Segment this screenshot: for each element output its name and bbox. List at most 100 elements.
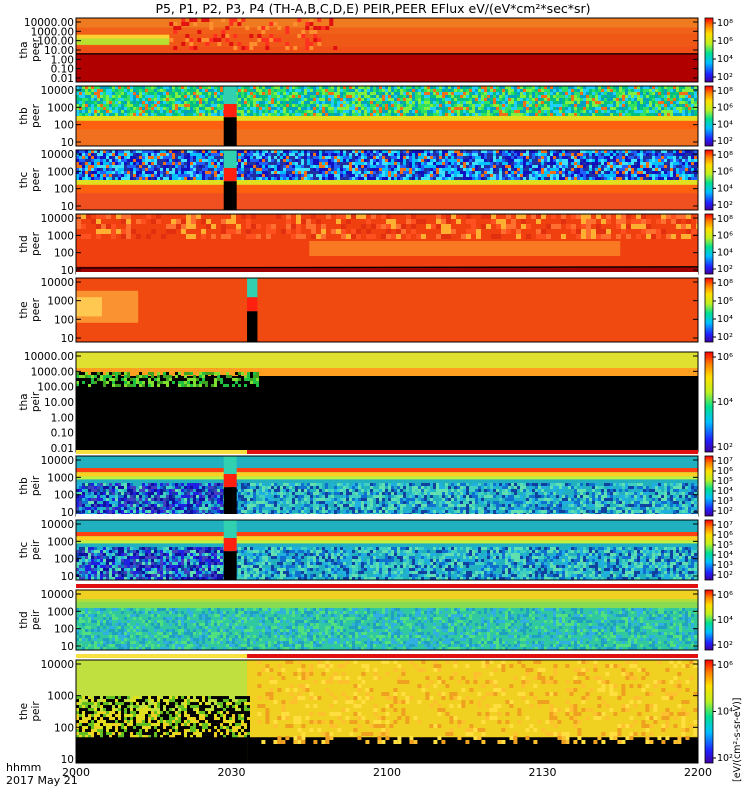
- colorbar-tick-label: 10²: [717, 753, 733, 764]
- y-tick-label: 10: [61, 265, 74, 277]
- colorbar-tick-label: 10⁴: [717, 707, 733, 718]
- panel-probe-label: thc: [18, 542, 30, 559]
- colorbar-tick-label: 10⁶: [717, 167, 733, 178]
- y-tick-label: 100: [54, 554, 74, 566]
- colorbar-tick-label: 10⁶: [717, 352, 733, 363]
- panels: 10000.001000.00100.0010.001.000.100.01th…: [18, 17, 733, 766]
- figure-title: P5, P1, P2, P3, P4 (TH-A,B,C,D,E) PEIR,P…: [155, 1, 590, 16]
- y-tick-label: 100: [54, 120, 74, 132]
- spectrogram-panel: 10000 1000 100 10 the peer 10⁸ 10⁶ 10⁴ 10²: [18, 272, 733, 345]
- y-tick-label: 10000.00: [24, 351, 74, 363]
- colorbar: [704, 455, 714, 517]
- colorbar-tick-label: 10⁴: [717, 119, 733, 130]
- spectrogram-panel: 10000 1000 100 10 thd peir 10⁶ 10⁴ 10²: [18, 584, 733, 653]
- y-tick-label: 100: [54, 624, 74, 636]
- y-tick-label: 100: [54, 184, 74, 196]
- colorbar-tick-label: 10⁶: [717, 36, 733, 47]
- y-tick-label: 100: [54, 722, 74, 734]
- panel-species-label: peir: [30, 391, 42, 412]
- y-tick-label: 10: [61, 507, 74, 519]
- colorbar-tick-label: 10²: [717, 332, 733, 343]
- colorbar-tick-label: 10⁷: [717, 520, 733, 531]
- colorbar-tick-label: 10³: [717, 560, 733, 571]
- panel-probe-label: the: [18, 301, 30, 318]
- y-tick-label: 1000: [47, 691, 74, 703]
- y-tick-label: 10: [61, 641, 74, 653]
- panel-probe-label: tha: [18, 393, 30, 410]
- y-tick-label: 10000.00: [24, 17, 74, 29]
- spectrogram-panel: 10000.00 1000.00 100.00 10.00 1.00 0.10 0.01 th…: [18, 346, 733, 455]
- colorbar-tick-label: 10⁶: [717, 231, 733, 242]
- colorbar-tick-label: 10⁴: [717, 54, 733, 65]
- y-tick-label: 0.01: [51, 443, 74, 455]
- colorbar-tick-label: 10²: [717, 200, 733, 211]
- y-tick-label: 10: [61, 137, 74, 149]
- y-tick-label: 1000: [47, 536, 74, 548]
- y-tick-label: 100.00: [37, 36, 74, 48]
- colorbar-tick-label: 10⁴: [717, 486, 733, 497]
- colorbar-tick-label: 10³: [717, 496, 733, 507]
- y-tick-label: 100: [54, 248, 74, 260]
- panel-probe-label: thd: [18, 611, 30, 628]
- panel-species-label: peer: [30, 103, 42, 128]
- y-tick-label: 10000: [41, 659, 74, 671]
- colorbar: [704, 213, 714, 275]
- y-tick-label: 10000: [41, 213, 74, 225]
- colorbar-tick-label: 10⁸: [717, 214, 733, 225]
- y-tick-label: 0.01: [51, 73, 74, 85]
- panel-probe-label: thb: [18, 477, 30, 495]
- colorbar-tick-label: 10²: [717, 506, 733, 517]
- colorbar-tick-label: 10⁸: [717, 18, 733, 29]
- x-tick-label: 2130: [529, 766, 557, 779]
- y-tick-label: 100: [54, 490, 74, 502]
- spectrogram-panel: 10000 1000 100 10 the peir 10⁶ 10⁴ 10²: [18, 654, 733, 766]
- y-tick-label: 1000.00: [31, 366, 74, 378]
- panel-probe-label: thb: [18, 107, 30, 125]
- x-tick-label: 2200: [684, 766, 712, 779]
- spectrogram-panel: 10000 1000 100 10 thc peer 10⁸ 10⁶ 10⁴ 10²: [18, 149, 733, 213]
- colorbar-tick-label: 10⁶: [717, 296, 733, 307]
- y-tick-label: 100: [54, 314, 74, 326]
- colorbar-tick-label: 10⁴: [717, 550, 733, 561]
- panel-species-label: peir: [30, 475, 42, 496]
- colorbar-tick-label: 10⁵: [717, 476, 733, 487]
- y-tick-label: 1000: [47, 296, 74, 308]
- y-tick-label: 10.00: [44, 397, 74, 409]
- y-tick-label: 0.10: [51, 64, 74, 76]
- colorbar-tick-label: 10⁶: [717, 590, 733, 601]
- panel-species-label: peer: [30, 37, 42, 62]
- x-tick-label: 2100: [373, 766, 401, 779]
- y-tick-label: 10: [61, 201, 74, 213]
- colorbar-tick-label: 10⁶: [717, 103, 733, 114]
- y-tick-label: 1000: [47, 606, 74, 618]
- spectrogram-panel: 10000 1000 100 10 thd peer 10⁸ 10⁶ 10⁴ 10²: [18, 213, 733, 277]
- colorbar-tick-label: 10²: [717, 570, 733, 581]
- panel-species-label: peer: [30, 297, 42, 322]
- colorbar-tick-label: 10⁷: [717, 456, 733, 467]
- y-tick-label: 10.00: [44, 45, 74, 57]
- colorbar: [704, 277, 714, 343]
- panel-species-label: peir: [30, 539, 42, 560]
- panel-probe-label: tha: [18, 41, 30, 58]
- panel-species-label: peir: [30, 701, 42, 722]
- colorbar: [704, 519, 714, 581]
- colorbar-tick-label: 10⁶: [717, 466, 733, 477]
- y-tick-label: 10000: [41, 85, 74, 97]
- y-tick-label: 10: [61, 571, 74, 583]
- y-tick-label: 10: [61, 754, 74, 766]
- colorbar-tick-label: 10⁶: [717, 660, 733, 671]
- time-axis: 2000 2030 2100 2130 2200: [62, 758, 712, 779]
- colorbar-tick-label: 10²: [717, 264, 733, 275]
- panel-probe-label: thc: [18, 172, 30, 189]
- colorbar: [704, 351, 714, 453]
- colorbar-tick-label: 10²: [717, 72, 733, 83]
- y-tick-label: 1000: [47, 166, 74, 178]
- colorbar-tick-label: 10⁵: [717, 540, 733, 551]
- y-tick-label: 10000: [41, 149, 74, 161]
- panel-species-label: peir: [30, 609, 42, 630]
- y-tick-label: 1.00: [51, 54, 74, 66]
- y-tick-label: 100.00: [37, 382, 74, 394]
- panel-species-label: peer: [30, 167, 42, 192]
